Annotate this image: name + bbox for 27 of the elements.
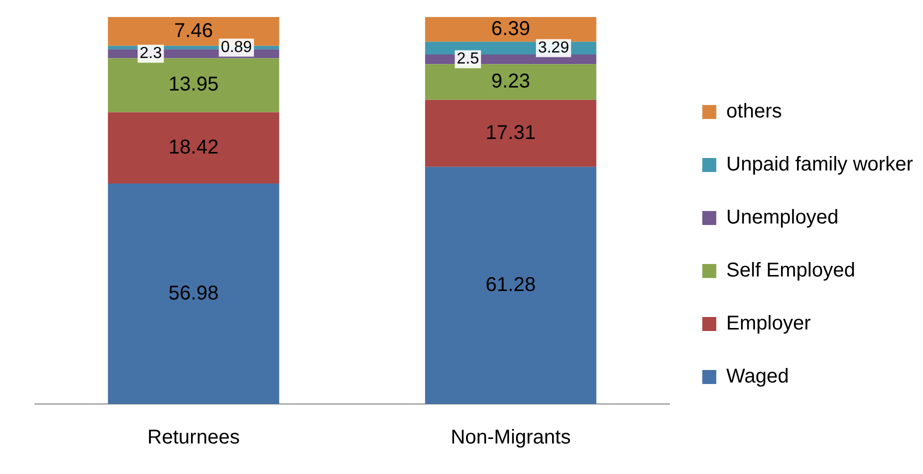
legend-label: Self Employed (726, 260, 856, 282)
data-label: 6.39 (491, 18, 530, 40)
bar (108, 58, 280, 112)
data-label: 7.46 (174, 20, 214, 42)
legend-label: Waged (726, 366, 789, 388)
data-label: 0.89 (220, 39, 252, 56)
bar (108, 183, 280, 404)
data-label: 56.98 (168, 282, 219, 304)
data-label: 2.5 (456, 50, 480, 68)
bar (425, 17, 596, 42)
bar (425, 166, 596, 404)
bar (108, 112, 280, 184)
data-label: 3.29 (538, 40, 570, 56)
data-label: 61.28 (486, 274, 536, 296)
x-tick-label: Non-Migrants (450, 426, 571, 449)
data-label: 2.3 (140, 45, 162, 62)
x-tick-label: Returnees (147, 426, 240, 449)
data-label: 18.42 (168, 136, 219, 158)
legend-label: Unemployed (726, 206, 839, 229)
bar (425, 100, 596, 167)
data-label: 9.23 (491, 70, 530, 93)
bar (425, 64, 596, 100)
legend-label: Unpaid family worker (726, 154, 914, 176)
legend-label: others (726, 100, 782, 123)
data-label: 13.95 (168, 74, 219, 96)
data-label: 17.31 (486, 122, 536, 144)
legend-label: Employer (726, 312, 812, 335)
